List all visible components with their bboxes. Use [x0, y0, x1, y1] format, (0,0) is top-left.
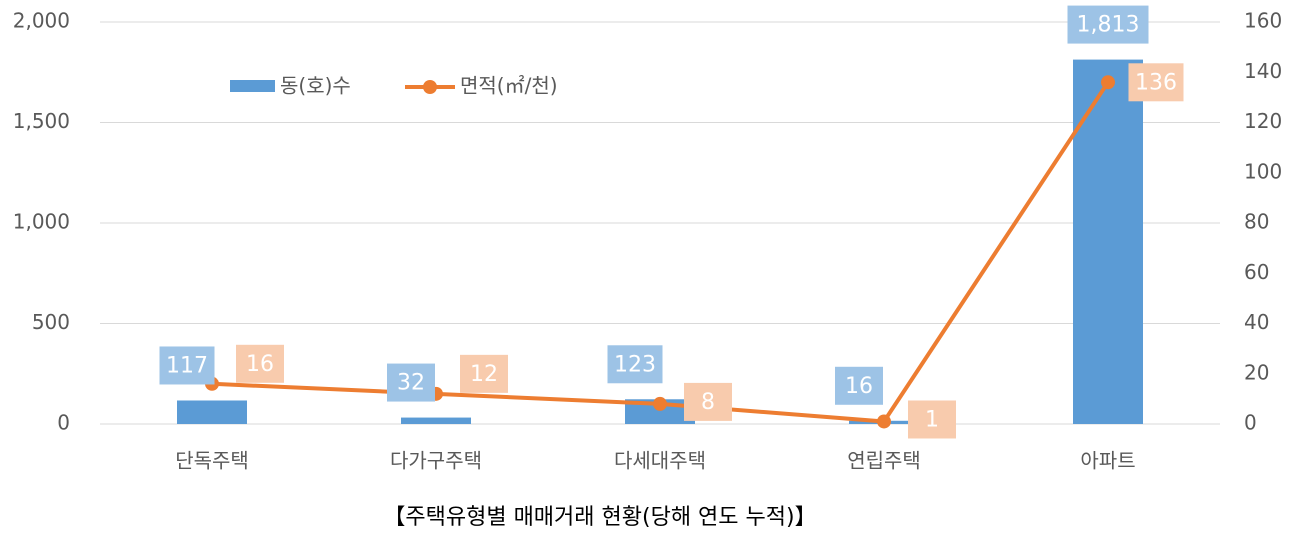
line-label-bg	[236, 344, 284, 383]
y-tick-label: 2,000	[13, 9, 70, 33]
x-tick-label: 다가구주택	[390, 449, 482, 473]
bar-label-bg	[159, 346, 215, 385]
bar	[177, 400, 247, 424]
y-tick-label: 1,500	[13, 109, 70, 133]
line-label-bg	[684, 382, 732, 421]
line-label: 12	[470, 362, 498, 387]
x-tick-label: 단독주택	[175, 449, 249, 473]
y2-tick-label: 60	[1244, 260, 1269, 284]
bar-label: 32	[397, 371, 425, 396]
x-tick-label: 다세대주택	[614, 449, 706, 473]
bar-label-bg	[387, 363, 435, 402]
y2-tick-label: 160	[1244, 9, 1282, 33]
y2-tick-label: 120	[1244, 109, 1282, 133]
line-point	[653, 396, 667, 411]
y2-tick-label: 140	[1244, 59, 1282, 83]
bar-label-bg	[607, 345, 663, 384]
y2-tick-label: 100	[1244, 159, 1282, 183]
line-label: 1	[925, 407, 939, 432]
bar-label: 16	[845, 374, 873, 399]
line-label: 8	[701, 390, 715, 415]
line-point	[1101, 75, 1115, 90]
x-tick-label: 아파트	[1080, 449, 1135, 473]
bar	[401, 417, 471, 424]
line-label: 136	[1135, 70, 1177, 95]
y-tick-label: 0	[57, 411, 70, 435]
bar-label: 117	[166, 353, 208, 378]
y2-tick-label: 40	[1244, 310, 1269, 334]
line-point	[877, 414, 891, 429]
line-label-bg	[460, 354, 508, 393]
legend-swatch	[423, 80, 437, 94]
bar	[1073, 59, 1143, 424]
legend-label: 동(호)수	[280, 74, 351, 98]
bar-label: 1,813	[1077, 13, 1140, 38]
legend-swatch	[230, 80, 275, 92]
line-label-bg	[908, 400, 956, 439]
y-tick-label: 500	[32, 310, 70, 334]
bar-label-bg	[835, 366, 883, 405]
chart-title: 【주택유형별 매매거래 현황(당해 연도 누적)】	[383, 505, 816, 530]
y-tick-label: 1,000	[13, 210, 70, 234]
bar-label-bg	[1067, 5, 1149, 44]
line-label-bg	[1128, 63, 1184, 102]
x-tick-label: 연립주택	[847, 449, 921, 473]
bar-label: 123	[614, 352, 656, 377]
y2-tick-label: 80	[1244, 210, 1269, 234]
line-label: 16	[246, 352, 274, 377]
legend-label: 면적(㎡/천)	[460, 74, 558, 98]
y2-tick-label: 0	[1244, 411, 1257, 435]
y2-tick-label: 20	[1244, 360, 1269, 384]
